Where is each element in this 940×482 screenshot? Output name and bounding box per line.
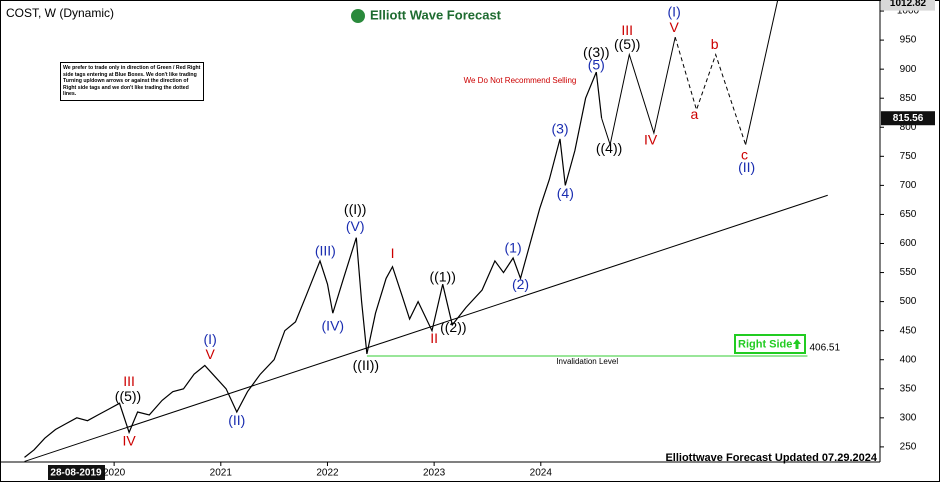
y-tick-label: 500 xyxy=(900,296,917,307)
projection-line xyxy=(745,0,779,145)
trendline xyxy=(24,194,828,462)
cursor-date-box xyxy=(48,465,105,480)
y-tick-label: 1000 xyxy=(897,6,920,17)
y-tick-label: 700 xyxy=(900,180,917,191)
wave-label: (I) xyxy=(668,3,681,19)
y-tick-label: 600 xyxy=(900,238,917,249)
y-tick-label: 900 xyxy=(900,64,917,75)
invalidation-label: Invalidation Level xyxy=(556,357,618,366)
x-tick-label: 2024 xyxy=(530,468,553,479)
wave-label: b xyxy=(711,36,719,52)
wave-label: ((2)) xyxy=(440,319,466,335)
wave-label: (II) xyxy=(738,159,755,175)
logo-icon xyxy=(351,9,365,23)
footer: Elliottwave Forecast Updated 07.29.2024 xyxy=(665,452,877,464)
price-tag-label: 1012.82 xyxy=(890,0,927,9)
wave-label: III xyxy=(123,373,135,389)
wave-label: ((4)) xyxy=(596,140,622,156)
y-tick-label: 850 xyxy=(900,93,917,104)
y-tick-label: 950 xyxy=(900,35,917,46)
right-side-box xyxy=(734,334,806,354)
y-tick-label: 650 xyxy=(900,209,917,220)
wave-label: (4) xyxy=(557,185,574,201)
wave-label: III xyxy=(621,22,633,38)
wave-label: (IV) xyxy=(322,317,345,333)
price-tag-label: 815.56 xyxy=(893,113,924,124)
price-tag xyxy=(881,0,935,11)
wave-label: IV xyxy=(122,432,136,448)
wave-label: (I) xyxy=(204,331,217,347)
wave-label: (III) xyxy=(315,242,336,258)
y-tick-label: 400 xyxy=(900,354,917,365)
wave-label: II xyxy=(430,330,438,346)
wave-label: ((3)) xyxy=(583,44,609,60)
x-tick-label: 2022 xyxy=(316,468,339,479)
wave-label: a xyxy=(691,106,699,122)
y-tick-label: 250 xyxy=(900,442,917,453)
warning: We Do Not Recommend Selling xyxy=(464,76,577,85)
projection-line xyxy=(601,37,676,147)
wave-label: ((I)) xyxy=(344,201,367,217)
brand: Elliott Wave Forecast xyxy=(370,7,502,22)
projection-line xyxy=(674,37,747,145)
wave-label: (II) xyxy=(228,412,245,428)
y-tick-label: 300 xyxy=(900,412,917,423)
wave-label: V xyxy=(205,346,215,362)
wave-label: (1) xyxy=(505,239,522,255)
x-tick-label: 2020 xyxy=(103,468,126,479)
wave-label: ((1)) xyxy=(429,268,455,284)
disclaimer: We prefer to trade only in direction of … xyxy=(60,62,204,101)
y-tick-label: 350 xyxy=(900,383,917,394)
right-side-arrow xyxy=(793,339,801,349)
wave-label: IV xyxy=(644,131,658,147)
wave-label: (V) xyxy=(346,218,365,234)
y-tick-label: 450 xyxy=(900,325,917,336)
wave-label: (2) xyxy=(512,276,529,292)
x-tick-label: 2023 xyxy=(423,468,446,479)
y-tick-label: 800 xyxy=(900,122,917,133)
wave-label: (3) xyxy=(551,120,568,136)
chart-title: COST, W (Dynamic) xyxy=(6,6,114,20)
x-tick-label: 2021 xyxy=(210,468,233,479)
wave-label: ((5)) xyxy=(614,36,640,52)
price-line xyxy=(24,71,603,458)
right-side: Right Side xyxy=(738,338,792,350)
wave-label: c xyxy=(741,146,748,162)
price-tag xyxy=(881,111,935,126)
wave-label: V xyxy=(669,19,679,35)
y-tick-label: 750 xyxy=(900,151,917,162)
wave-label: ((5)) xyxy=(115,388,141,404)
y-tick-label: 550 xyxy=(900,267,917,278)
wave-label: I xyxy=(391,245,395,261)
cursor-date: 28-08-2019 xyxy=(50,468,102,479)
invalidation-value: 406.51 xyxy=(809,343,840,354)
wave-label: (5) xyxy=(588,56,605,72)
wave-label: ((II)) xyxy=(353,357,379,373)
